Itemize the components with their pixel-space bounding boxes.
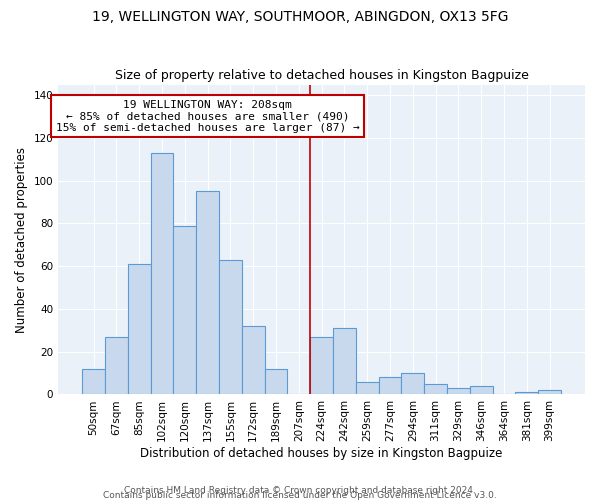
Bar	[447, 388, 470, 394]
Bar	[173, 226, 196, 394]
Bar	[82, 369, 105, 394]
Bar	[356, 382, 379, 394]
Y-axis label: Number of detached properties: Number of detached properties	[15, 146, 28, 332]
X-axis label: Distribution of detached houses by size in Kingston Bagpuize: Distribution of detached houses by size …	[140, 447, 503, 460]
Bar	[242, 326, 265, 394]
Bar	[538, 390, 561, 394]
Bar	[401, 373, 424, 394]
Title: Size of property relative to detached houses in Kingston Bagpuize: Size of property relative to detached ho…	[115, 69, 529, 82]
Bar	[265, 369, 287, 394]
Text: 19, WELLINGTON WAY, SOUTHMOOR, ABINGDON, OX13 5FG: 19, WELLINGTON WAY, SOUTHMOOR, ABINGDON,…	[92, 10, 508, 24]
Bar	[333, 328, 356, 394]
Bar	[310, 337, 333, 394]
Text: Contains HM Land Registry data © Crown copyright and database right 2024.: Contains HM Land Registry data © Crown c…	[124, 486, 476, 495]
Text: Contains public sector information licensed under the Open Government Licence v3: Contains public sector information licen…	[103, 490, 497, 500]
Bar	[515, 392, 538, 394]
Bar	[105, 337, 128, 394]
Bar	[128, 264, 151, 394]
Text: 19 WELLINGTON WAY: 208sqm
← 85% of detached houses are smaller (490)
15% of semi: 19 WELLINGTON WAY: 208sqm ← 85% of detac…	[56, 100, 359, 132]
Bar	[424, 384, 447, 394]
Bar	[151, 153, 173, 394]
Bar	[219, 260, 242, 394]
Bar	[470, 386, 493, 394]
Bar	[196, 192, 219, 394]
Bar	[379, 378, 401, 394]
